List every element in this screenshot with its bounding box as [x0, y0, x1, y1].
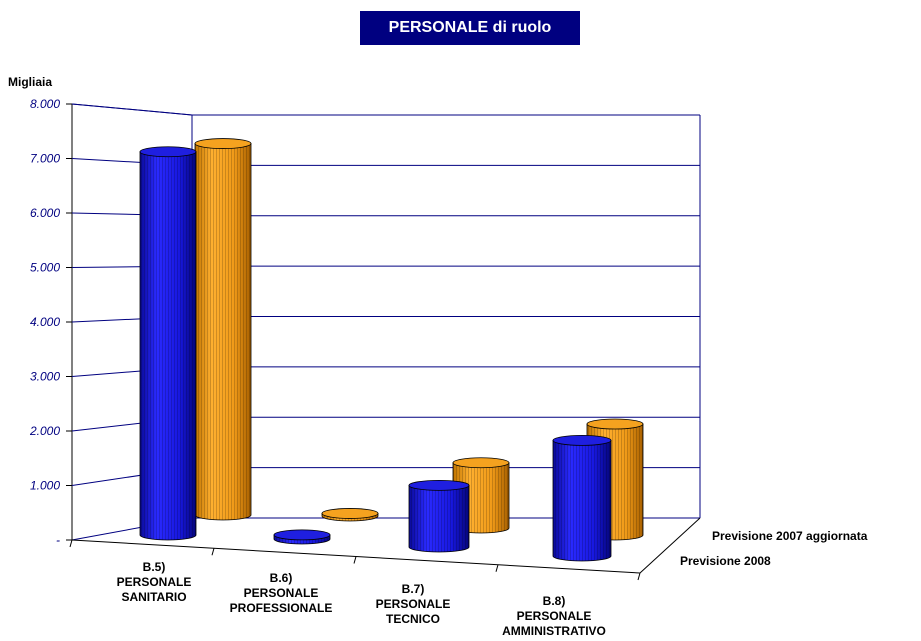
bar-texture	[409, 485, 469, 552]
chart-title: PERSONALE di ruolo	[360, 11, 580, 45]
y-tick-label: 4.000	[30, 315, 60, 329]
y-tick-label: 5.000	[30, 261, 60, 275]
y-tick-label: 1.000	[30, 479, 60, 493]
category-label: PERSONALE	[376, 597, 451, 611]
category-label: B.5)	[143, 560, 166, 574]
category-label: SANITARIO	[121, 590, 186, 604]
series-label: Previsione 2008	[680, 554, 771, 568]
y-tick-label: 8.000	[30, 97, 60, 111]
y-tick-label: 3.000	[30, 370, 60, 384]
bar-texture	[553, 440, 611, 561]
category-label: PERSONALE	[517, 609, 592, 623]
bar-texture	[195, 143, 251, 520]
bar	[273, 529, 331, 545]
axis-labels: - 1.000 2.000 3.000 4.000 5.000 6.000 7.000 8.00…	[8, 75, 868, 638]
x-tick-mark	[69, 539, 73, 548]
bar-top	[452, 457, 510, 469]
y-axis-unit: Migliaia	[8, 75, 52, 89]
category-label: B.6)	[270, 571, 293, 585]
y-tick-label: 7.000	[30, 152, 60, 166]
x-tick-mark	[637, 572, 641, 581]
bar	[321, 508, 379, 522]
category-label: B.7)	[402, 582, 425, 596]
bar-top	[273, 529, 331, 541]
gridline-left	[71, 103, 193, 116]
x-tick-mark	[211, 548, 215, 556]
y-tick-label: 2.000	[29, 424, 60, 438]
x-tick-mark	[495, 564, 499, 572]
bar	[194, 138, 252, 521]
series-label: Previsione 2007 aggiornata	[712, 529, 868, 543]
bar	[408, 479, 470, 553]
bar-top	[194, 138, 252, 149]
category-label: PROFESSIONALE	[230, 601, 333, 615]
category-label: AMMINISTRATIVO	[502, 624, 606, 638]
y-tick-label: -	[56, 533, 60, 547]
bar-top	[321, 508, 379, 519]
bar-top	[586, 418, 644, 430]
category-label: B.8)	[543, 594, 566, 608]
y-tick-label: 6.000	[30, 206, 60, 220]
category-label: PERSONALE	[117, 575, 192, 589]
bar	[139, 146, 197, 541]
bar-top	[408, 479, 470, 491]
bar-top	[139, 146, 197, 158]
x-tick-mark	[353, 556, 357, 564]
bar-top	[552, 435, 612, 446]
depth-axis	[639, 517, 701, 574]
bar	[552, 435, 612, 562]
bars	[139, 138, 644, 562]
bar-texture	[140, 151, 196, 540]
category-label: TECNICO	[386, 612, 440, 626]
category-label: PERSONALE	[244, 586, 319, 600]
